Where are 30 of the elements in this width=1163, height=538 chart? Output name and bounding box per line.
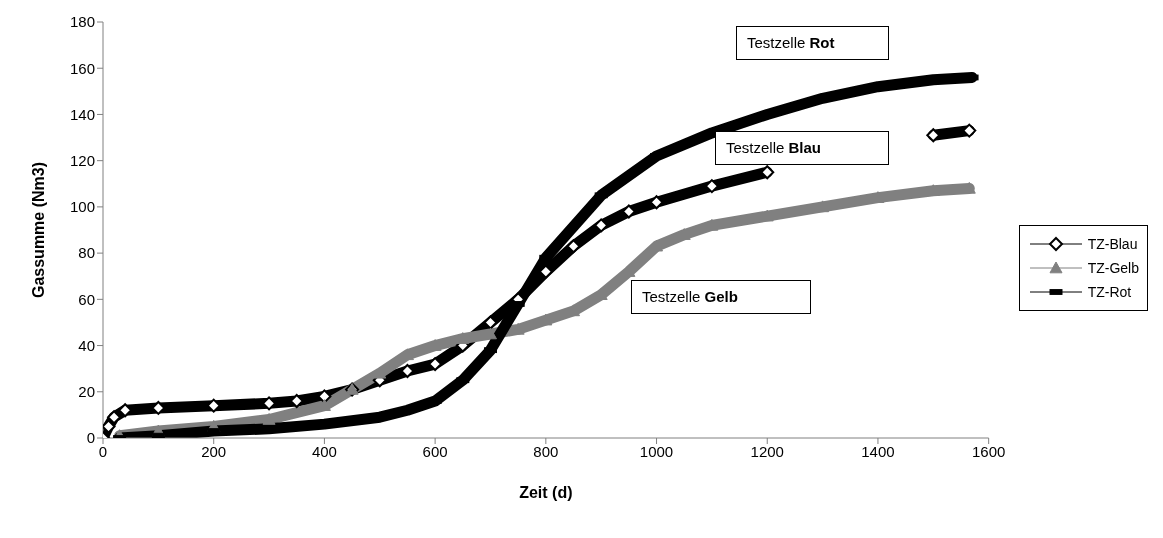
y-tick-label: 40 [78, 336, 95, 354]
y-tick-label: 0 [86, 429, 95, 447]
y-tick-label: 160 [69, 59, 95, 77]
x-tick-label: 0 [98, 442, 108, 460]
x-axis-title: Zeit (d) [519, 484, 573, 501]
x-tick-label: 200 [201, 442, 227, 460]
x-tick-label: 1600 [971, 442, 1006, 460]
y-tick-label: 100 [69, 198, 95, 216]
x-tick-label: 400 [311, 442, 337, 460]
x-tick-label: 800 [533, 442, 559, 460]
y-tick-label: 140 [69, 105, 95, 123]
annotation: Testzelle Blau [726, 139, 822, 156]
annotation: Testzelle Gelb [642, 288, 738, 305]
x-tick-label: 600 [422, 442, 448, 460]
y-axis-title: Gassumme (Nm3) [29, 161, 47, 299]
text-box: Testzelle Gelb [631, 280, 811, 314]
y-tick-label: 120 [69, 151, 95, 169]
text-box: Testzelle Blau [715, 131, 889, 165]
y-tick-label: 20 [78, 383, 95, 401]
x-tick-label: 1200 [750, 442, 784, 460]
x-tick-label: 1000 [639, 442, 674, 460]
legend-label: TZ-Blau [1087, 236, 1138, 252]
annotation: Testzelle Rot [747, 34, 835, 51]
y-tick-label: 80 [78, 244, 95, 262]
text-box: Testzelle Rot [736, 26, 889, 60]
y-tick-label: 60 [78, 290, 95, 308]
legend-label: TZ-Rot [1087, 284, 1132, 300]
y-tick-label: 180 [69, 13, 95, 31]
legend-label: TZ-Gelb [1087, 260, 1139, 276]
x-tick-label: 1400 [861, 442, 895, 460]
